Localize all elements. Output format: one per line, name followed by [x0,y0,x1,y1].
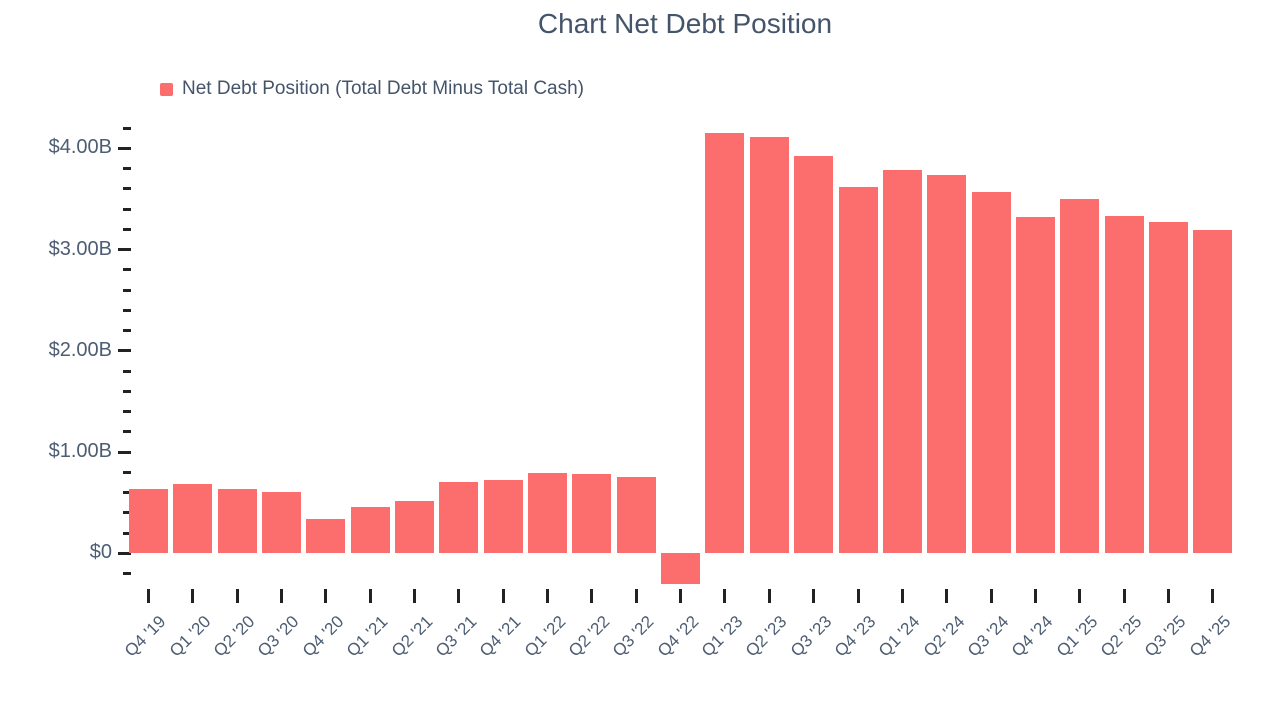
y-tick-label: $1.00B [48,440,112,463]
y-axis-minor-tick [123,491,131,495]
bar[interactable] [971,191,1011,554]
x-axis-tick [989,589,993,603]
bar[interactable] [927,174,967,554]
y-axis-major-tick [118,146,131,150]
y-tick-label: $0 [89,541,112,564]
y-axis-minor-tick [123,470,131,474]
x-axis-tick [1122,589,1126,603]
bar[interactable] [128,488,168,554]
bar[interactable] [217,488,257,554]
x-axis-tick [146,589,150,603]
bar[interactable] [528,473,568,554]
x-axis-tick [279,589,283,603]
x-axis-tick [590,589,594,603]
y-axis-minor-tick [123,329,131,333]
bar[interactable] [838,186,878,554]
x-axis-tick [368,589,372,603]
y-axis-major-tick [118,248,131,252]
bar[interactable] [705,133,745,554]
x-axis-tick [812,589,816,603]
bar[interactable] [173,484,213,554]
x-axis-tick [1078,589,1082,603]
bar[interactable] [395,500,434,554]
y-axis-minor-tick [123,572,131,576]
chart-title: Chart Net Debt Position [537,8,833,39]
y-axis-minor-tick [123,207,131,211]
x-axis-tick [413,589,416,603]
bar[interactable] [882,169,922,554]
y-axis-major-tick [118,450,131,454]
y-axis-minor-tick [123,227,131,231]
x-axis-tick [191,589,195,603]
x-axis-tick [767,589,771,603]
bar[interactable] [439,482,479,554]
x-axis-tick [1211,589,1215,603]
y-tick-label: $2.00B [48,338,112,361]
y-axis-minor-tick [123,308,131,312]
y-axis-minor-tick [123,369,131,373]
y-axis-minor-tick [123,126,131,130]
x-axis-tick [235,589,239,603]
y-axis-minor-tick [123,531,131,535]
bar[interactable] [483,480,523,554]
x-axis-tick [856,589,860,603]
bar[interactable] [1015,217,1055,554]
legend-label: Net Debt Position (Total Debt Minus Tota… [182,78,584,99]
y-axis-minor-tick [123,389,131,393]
x-axis-tick [679,589,683,603]
x-axis-tick [634,589,638,603]
bar[interactable] [1060,198,1100,554]
x-axis-tick [945,589,949,603]
y-axis-minor-tick [123,430,131,434]
x-axis-tick [1166,589,1170,603]
x-axis-tick [723,589,727,603]
bar[interactable] [794,156,834,554]
y-tick-label: $4.00B [48,136,112,159]
y-axis-minor-tick [123,268,131,272]
y-axis-minor-tick [123,167,131,171]
y-tick-label: $3.00B [48,237,112,260]
x-axis-tick [1033,589,1037,603]
bar[interactable] [1104,216,1144,554]
bar[interactable] [306,518,346,554]
x-axis-tick [324,589,328,603]
bar[interactable] [261,491,301,554]
y-axis-major-tick [118,551,131,555]
legend-item[interactable]: Net Debt Position (Total Debt Minus Tota… [160,78,584,100]
bar[interactable] [350,506,390,554]
y-axis-minor-tick [123,511,131,515]
bar[interactable] [661,553,701,584]
y-axis-minor-tick [123,410,131,414]
x-axis-tick [900,589,904,603]
bar[interactable] [1148,222,1188,554]
y-axis-minor-tick [123,187,131,191]
x-axis-tick [546,589,550,603]
y-axis-minor-tick [123,288,131,292]
bar[interactable] [749,137,789,554]
bar[interactable] [616,477,656,554]
x-axis-tick [501,589,505,603]
legend-swatch-icon [160,82,173,96]
bar[interactable] [572,474,612,554]
y-axis-major-tick [118,349,131,353]
x-axis-tick [457,589,461,603]
bar[interactable] [1193,230,1233,554]
